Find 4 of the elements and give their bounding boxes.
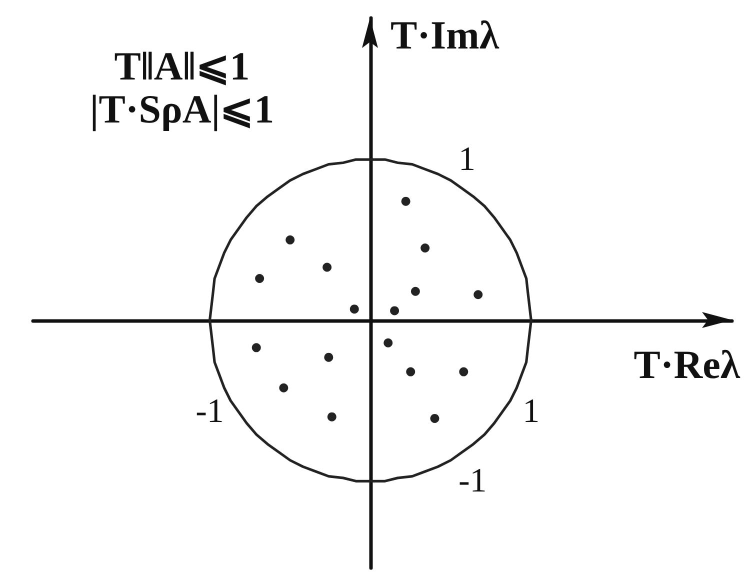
annotation: T‖A‖⩽1 xyxy=(114,44,250,88)
y-axis-title: T·Imλ xyxy=(390,12,500,58)
x-axis-title: T·Reλ xyxy=(634,342,740,387)
annotation: |T·SρA|⩽1 xyxy=(90,86,274,132)
